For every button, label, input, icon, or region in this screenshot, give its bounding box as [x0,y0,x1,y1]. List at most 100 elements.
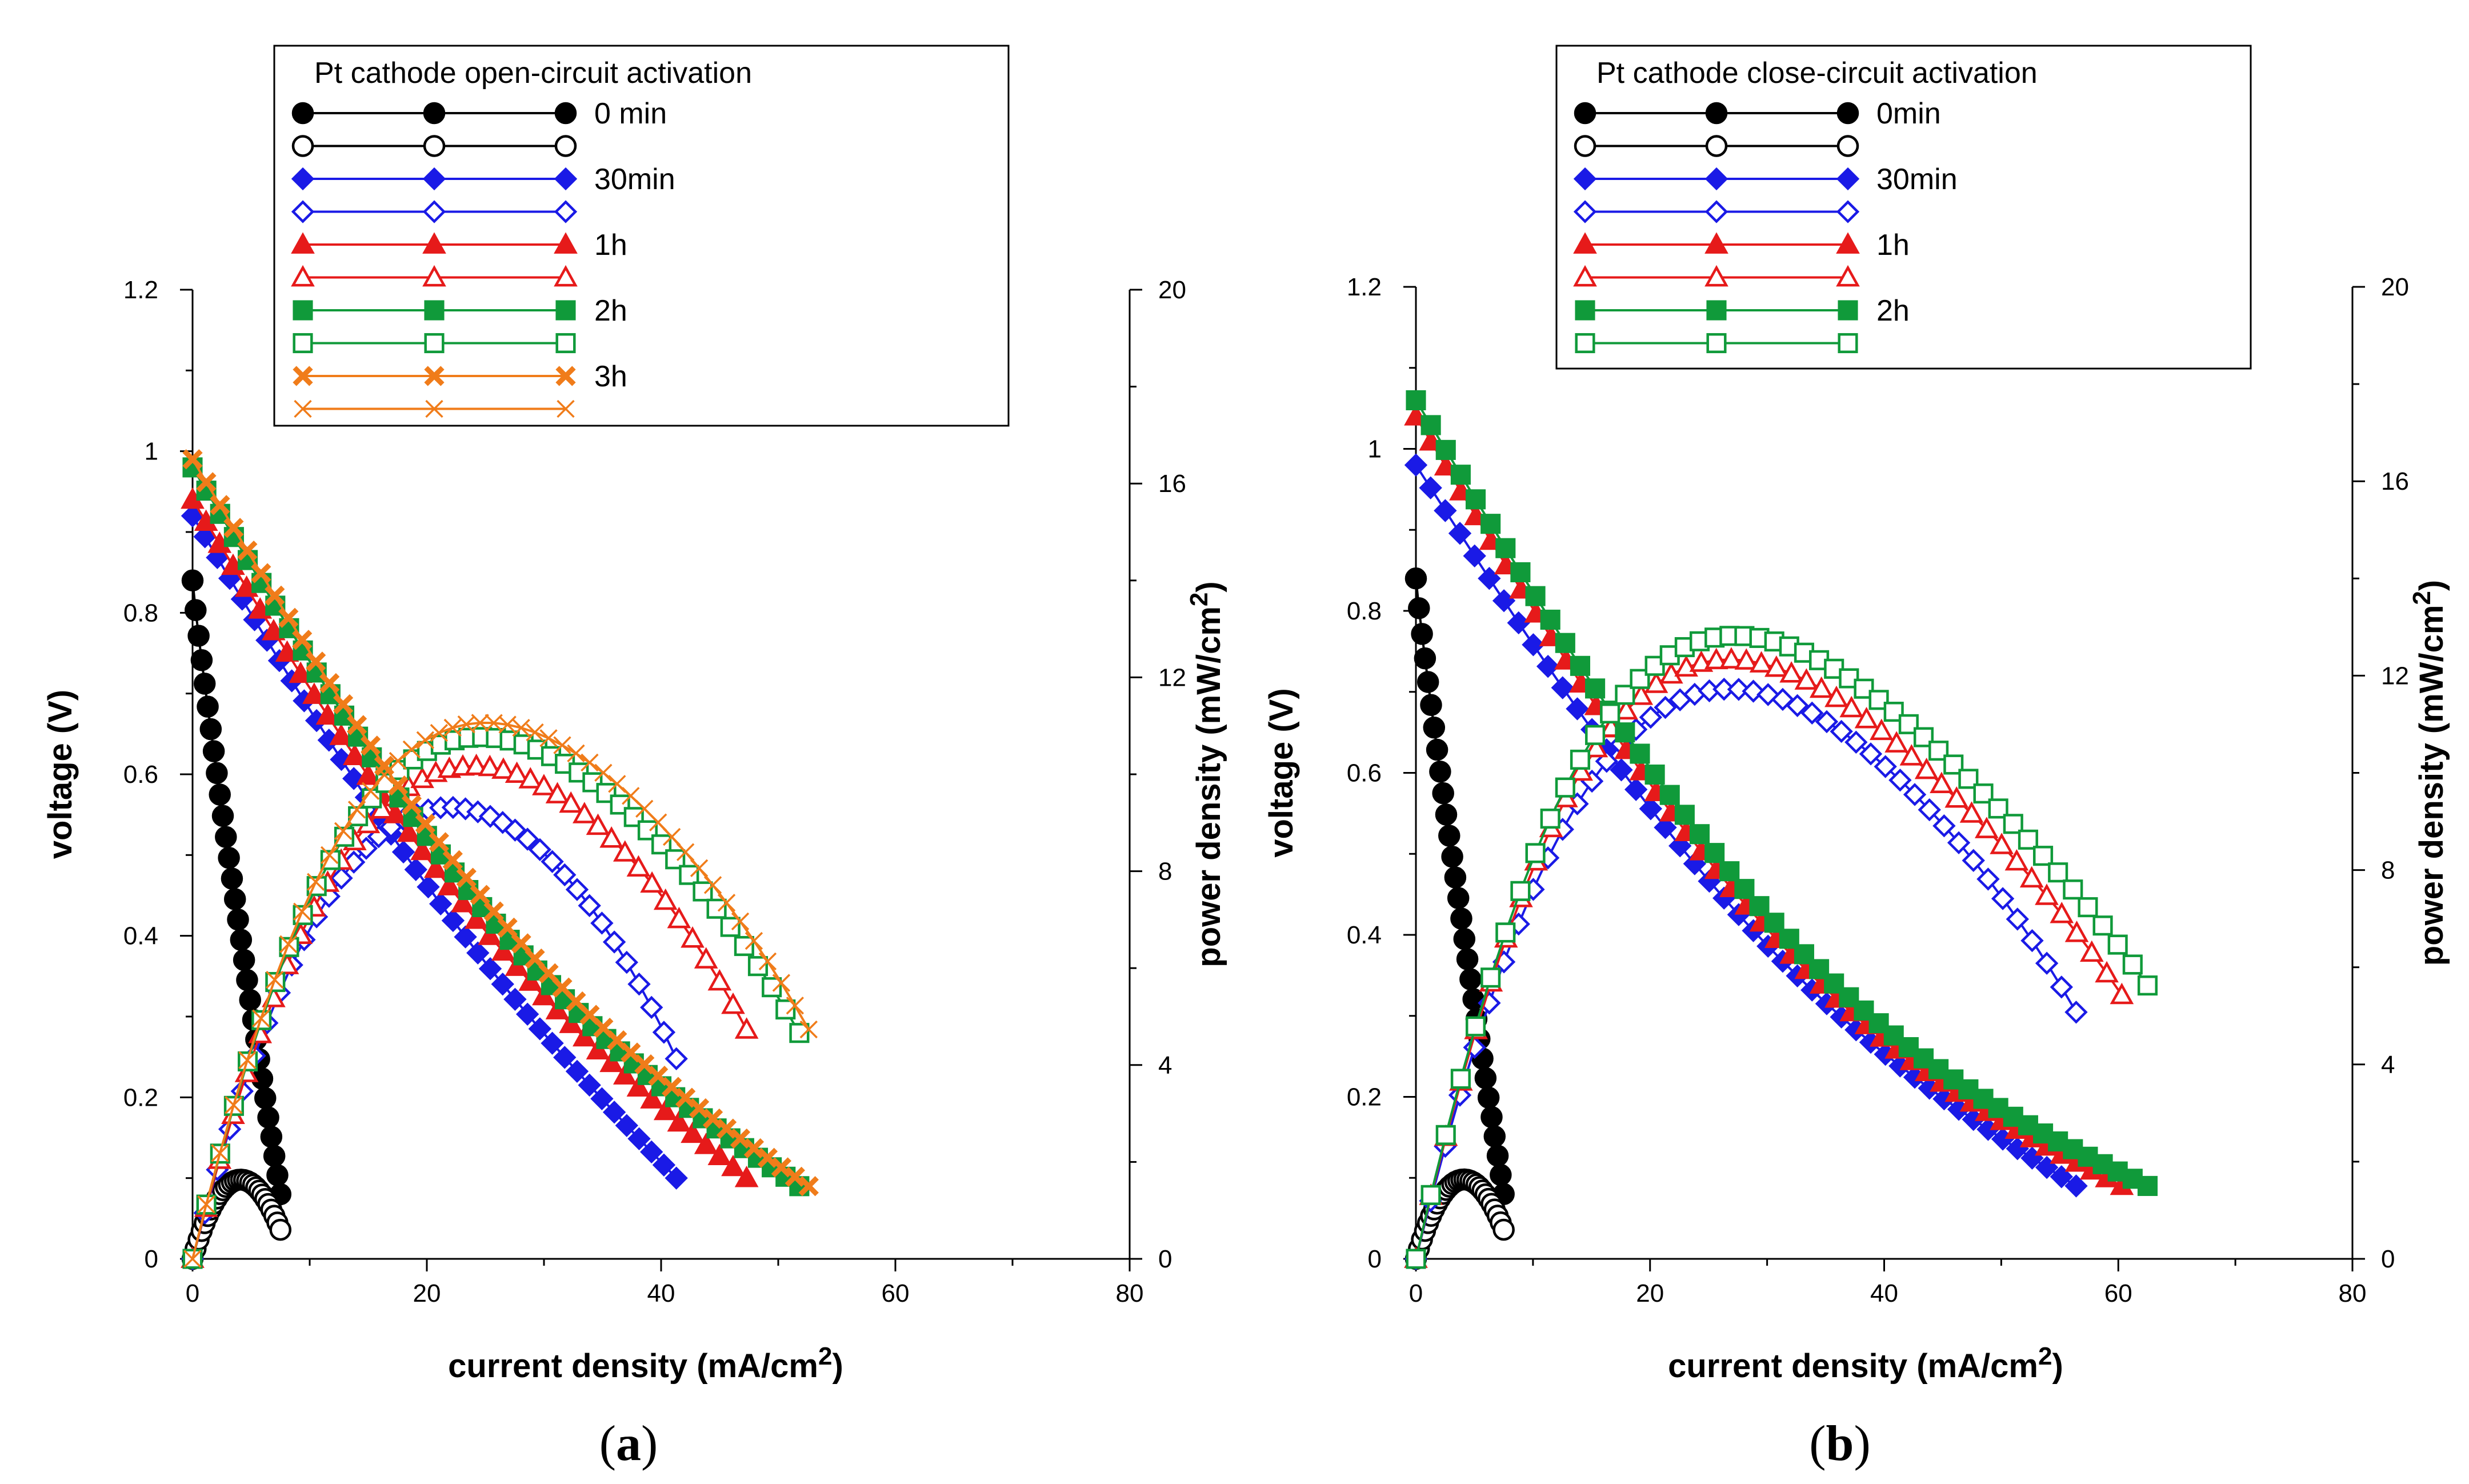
legend-marker [1704,232,1728,254]
data-point [2003,814,2023,834]
y2-tick-label: 16 [2381,467,2409,495]
data-point [464,753,489,775]
data-point [512,718,530,737]
data-point [532,774,556,795]
data-point [1416,671,1439,693]
data-point [478,754,502,777]
data-point [1976,867,2000,891]
legend-marker [1705,102,1728,125]
legend-entry: 30min [1573,163,1958,196]
legend-label: 1h [594,229,627,262]
data-point [1414,647,1436,670]
data-point [703,876,722,894]
data-point [1474,1067,1497,1089]
legend-marker [1836,135,1859,157]
data-point [1689,824,1710,845]
data-point [497,917,518,938]
data-point [602,1101,626,1124]
x-axis-title: current density (mA/cm2) [448,1342,843,1385]
data-point [1779,661,1803,683]
x-tick-label: 20 [1636,1279,1664,1307]
legend-entry: 0min [1574,97,1941,130]
data-point [361,782,380,800]
data-point [1432,782,1454,805]
legend-marker [425,399,443,418]
series-voltage-2h [1406,390,2158,1196]
data-point [518,969,543,991]
data-point [1585,725,1606,745]
data-point [370,797,394,819]
legend-marker [422,200,446,223]
legend-marker [554,167,578,191]
data-point [665,1166,688,1190]
data-point [1870,718,1894,741]
legend-marker [1573,200,1597,223]
legend-frame [273,45,1010,427]
data-point [199,718,222,741]
data-point [1809,676,1834,698]
data-point [2018,829,2038,850]
y2-axis-title: power density (mW/cm2) [2408,580,2450,966]
data-point [1883,1025,1904,1046]
data-point [1764,913,1784,933]
data-point [1859,742,1883,766]
data-point [1674,805,1695,825]
data-point [1839,695,1864,718]
data-point [503,818,527,842]
data-point [478,957,502,981]
y-tick-label: 0.8 [1347,597,1382,625]
y2-axis-title-sup: 2 [2408,591,2436,605]
data-point [293,902,311,921]
data-point [1420,1185,1441,1205]
legend-marker [1573,167,1597,191]
data-point [491,973,514,996]
data-point [252,1009,270,1027]
data-point [2035,951,2059,975]
data-point [649,813,667,831]
data-point [785,1166,805,1187]
x-axis-title-sup: 2 [2038,1342,2052,1370]
data-point [538,963,559,983]
data-point [1719,861,1740,882]
legend-marker [1838,300,1858,321]
data-point [525,948,545,969]
data-point [665,1047,688,1070]
data-point [757,1147,778,1168]
data-point [215,826,237,848]
legend-marker [557,399,575,418]
data-point [1830,719,1853,743]
data-point [1959,801,1984,823]
panel-label-open: ( [1809,1416,1826,1471]
data-point [248,597,273,619]
data-point [1884,731,1908,753]
data-point [599,1050,623,1073]
data-point [1536,654,1560,678]
data-point [1486,1145,1509,1167]
data-point [415,813,435,834]
data-point [581,753,599,772]
data-point [1600,703,1620,724]
data-point [694,1133,718,1154]
legend-marker [1575,300,1595,321]
data-point [197,1195,215,1214]
data-point [613,1063,637,1085]
legend-marker [554,232,578,254]
x-axis-title: current density (mA/cm2) [1668,1342,2063,1385]
legend-marker [423,102,446,125]
data-point [211,805,234,827]
data-point [319,673,340,694]
data-point [1477,1086,1500,1109]
data-point [187,625,210,647]
data-point [1465,1016,1486,1037]
y-tick-label: 1 [1368,435,1382,463]
data-point [1450,465,1471,485]
data-point [223,518,244,538]
data-point [2080,940,2104,962]
x-tick-label: 80 [2339,1279,2367,1307]
data-point [206,762,228,785]
x-tick-label: 60 [882,1279,910,1307]
legend-entry: 30min [291,163,675,196]
data-point [2095,961,2119,983]
data-point [185,599,207,621]
data-point [653,888,678,910]
